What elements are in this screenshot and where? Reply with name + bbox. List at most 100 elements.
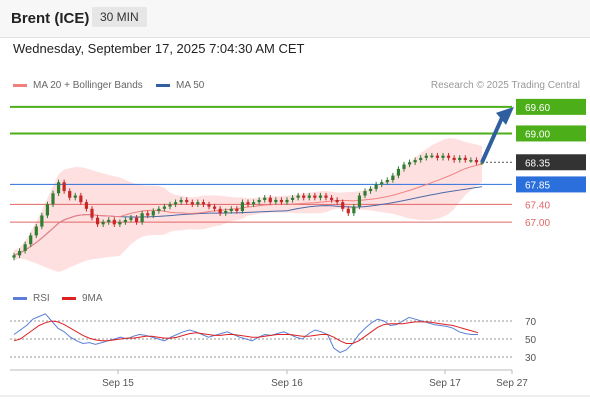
candle-body [29, 235, 33, 245]
candle-body [391, 175, 395, 180]
candle-body [146, 213, 150, 216]
rsi-legend-label: RSI [33, 293, 50, 304]
level-label-67.00: 67.00 [525, 218, 550, 229]
candle-body [430, 155, 434, 158]
time-label-sep-15: Sep 15 [102, 378, 134, 389]
ma20-legend-label: MA 20 + Bollinger Bands [33, 80, 143, 91]
candle-body [190, 202, 194, 205]
candle-body [446, 155, 451, 158]
forecast-arrow-shaft [480, 117, 504, 164]
rsi-level-label-30: 30 [525, 353, 537, 364]
candle-body [441, 155, 445, 158]
candle-body [134, 217, 139, 223]
candle-body [346, 208, 350, 214]
rsi-ma-swatch [62, 297, 76, 300]
candle-body [419, 157, 423, 161]
time-label-sep-16: Sep 16 [271, 378, 303, 389]
candle-body [480, 162, 484, 164]
instrument-title: Brent (ICE) [11, 10, 90, 27]
candle-body [118, 222, 122, 225]
candle-body [168, 204, 172, 207]
candle-body [374, 184, 378, 189]
candle-body [268, 197, 272, 203]
level-label-67.85: 67.85 [525, 180, 550, 191]
candle-body [179, 199, 183, 203]
candle-body [212, 206, 217, 209]
rsi-ma-legend-label: 9MA [82, 293, 103, 304]
level-label-67.40: 67.40 [525, 200, 550, 211]
legend-rsi-ma: 9MA [62, 293, 103, 304]
timeframe-badge[interactable]: 30 MIN [92, 7, 147, 27]
candle-body [240, 202, 245, 212]
candle-body [34, 226, 38, 236]
candle-body [40, 215, 44, 227]
candle-body [324, 195, 328, 198]
rsi-ma-line [13, 320, 479, 344]
legend-rsi: RSI [13, 293, 50, 304]
candle-body [157, 208, 161, 212]
rsi-swatch [13, 297, 27, 300]
candle-body [396, 168, 401, 176]
candle-body [107, 219, 111, 223]
chart-header: Brent (ICE) 30 MIN [0, 0, 590, 38]
ma20-swatch [13, 84, 27, 87]
level-box-69.00 [516, 125, 586, 142]
ma50-legend-label: MA 50 [176, 80, 205, 91]
candle-body [56, 182, 61, 194]
candle-body [302, 195, 306, 198]
candle-body [112, 219, 116, 225]
credit-text: Research © 2025 Trading Central [430, 80, 580, 91]
candle-body [207, 204, 211, 207]
candle-body [285, 199, 289, 203]
candle-body [51, 193, 55, 205]
ma50-swatch [156, 84, 170, 87]
candle-body [95, 217, 100, 225]
candle-body [224, 211, 228, 214]
candle-body [185, 199, 189, 203]
candle-body [474, 160, 479, 163]
candle-body [229, 208, 233, 212]
candle-body [341, 202, 345, 209]
candle-body [62, 182, 66, 192]
candle-body [385, 180, 389, 183]
candle-body [151, 211, 155, 216]
candle-body [463, 157, 467, 161]
candle-body [84, 202, 89, 209]
candle-body [318, 195, 323, 198]
candle-body [235, 208, 239, 212]
candle-body [201, 202, 206, 205]
candle-body [329, 197, 334, 200]
candle-body [368, 188, 373, 192]
candle-body [45, 204, 50, 216]
candle-body [173, 202, 178, 205]
candle-body [23, 244, 27, 251]
candle-body [123, 219, 128, 223]
legend-ma50: MA 50 [156, 80, 204, 91]
candle-body [290, 197, 295, 200]
candle-body [162, 206, 167, 209]
time-label-sep-17: Sep 17 [429, 378, 461, 389]
candle-body [68, 191, 72, 198]
forecast-arrow-head [496, 106, 514, 125]
level-label-69.00: 69.00 [525, 129, 550, 140]
candle-body [73, 195, 77, 198]
candle-body [196, 202, 200, 205]
candle-body [129, 217, 133, 220]
candle-body [279, 199, 284, 203]
candle-body [140, 213, 144, 223]
candle-body [296, 195, 300, 198]
rsi-level-label-70: 70 [525, 317, 537, 328]
candle-body [380, 182, 384, 185]
time-label-sep-27: Sep 27 [496, 378, 528, 389]
candle-body [101, 222, 105, 225]
candle-body [452, 157, 456, 161]
candle-body [251, 202, 256, 205]
legend-ma20: MA 20 + Bollinger Bands [13, 80, 143, 91]
candle-body [458, 157, 462, 161]
candle-body [263, 197, 267, 200]
candle-body [402, 164, 406, 169]
candle-body [363, 191, 367, 196]
candle-body [218, 208, 222, 214]
level-box-69.60 [516, 98, 586, 115]
